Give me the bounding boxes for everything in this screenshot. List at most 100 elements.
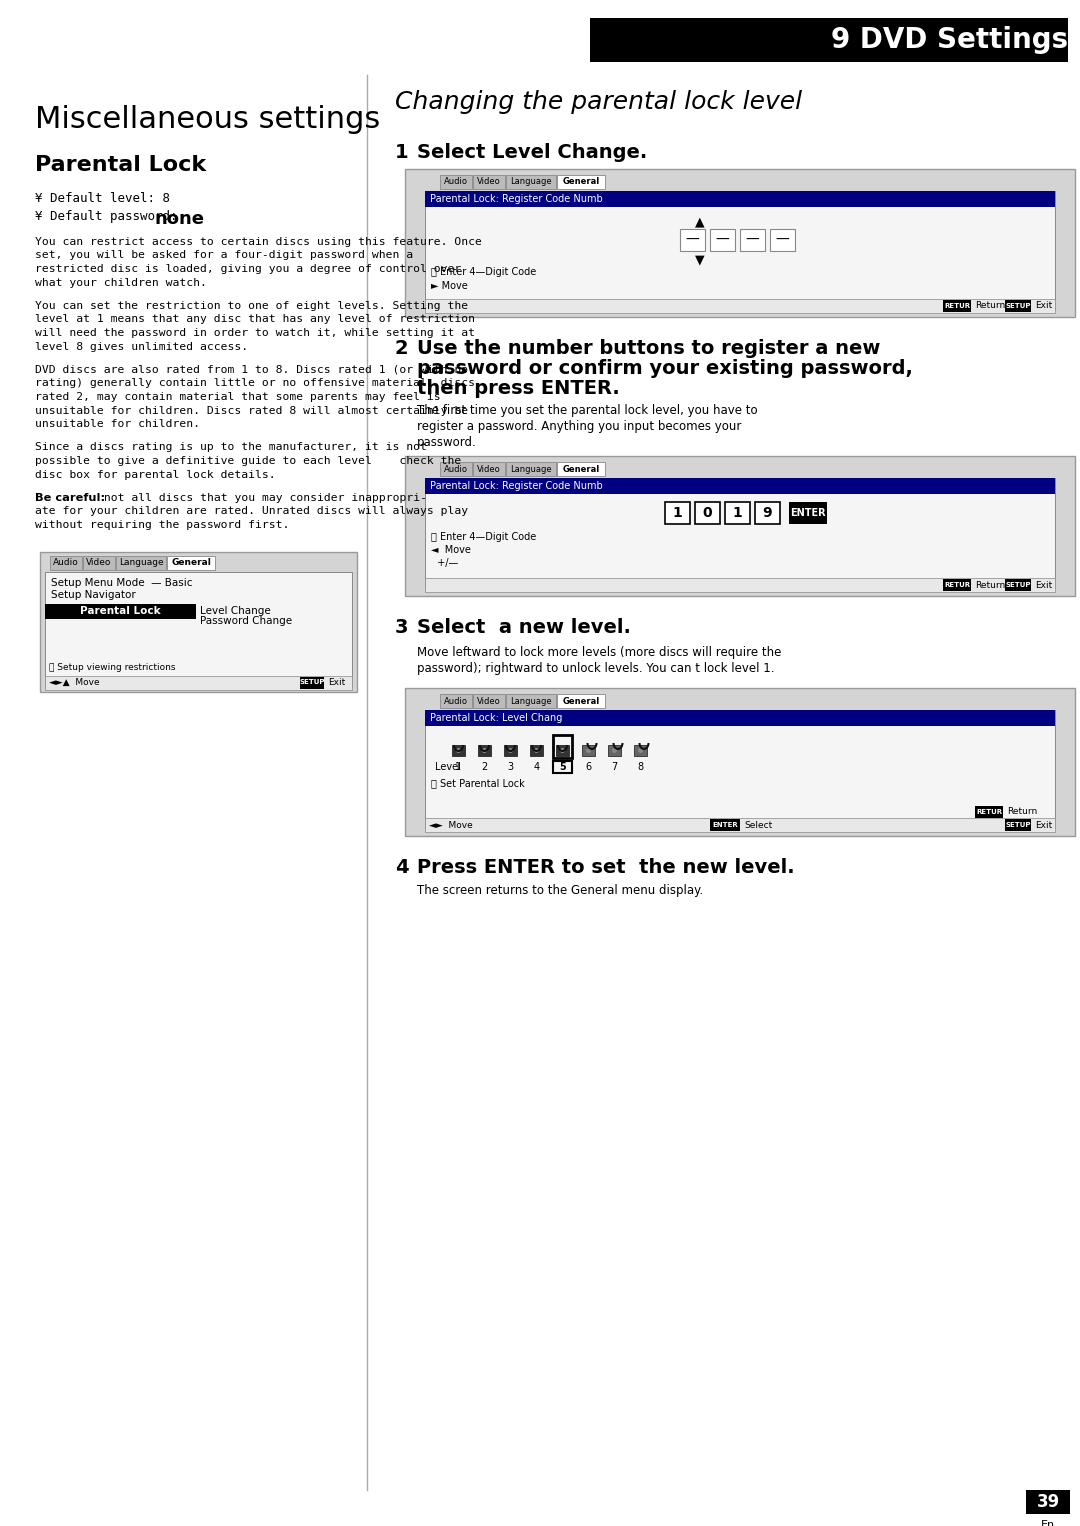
Text: Level: Level — [435, 761, 461, 772]
Text: what your children watch.: what your children watch. — [35, 278, 207, 287]
Text: set, you will be asked for a four-digit password when a: set, you will be asked for a four-digit … — [35, 250, 414, 261]
Text: General: General — [563, 696, 599, 705]
Text: Return: Return — [975, 302, 1005, 310]
Bar — [608, 745, 621, 755]
Bar — [426, 710, 1055, 726]
Bar — [1005, 819, 1031, 832]
Text: RETUR: RETUR — [976, 809, 1002, 815]
Text: Exit: Exit — [328, 678, 346, 687]
Text: En: En — [1041, 1520, 1055, 1526]
Text: ¥ Default level: 8: ¥ Default level: 8 — [35, 192, 170, 204]
Text: Video: Video — [477, 696, 501, 705]
Circle shape — [612, 748, 617, 752]
Text: Use the number buttons to register a new: Use the number buttons to register a new — [417, 339, 880, 359]
Bar — [1005, 301, 1031, 311]
Text: 7: 7 — [611, 761, 618, 772]
Text: General: General — [563, 177, 599, 186]
Text: 1: 1 — [395, 143, 408, 162]
Text: ENTER: ENTER — [712, 823, 738, 829]
Text: Language: Language — [510, 177, 552, 186]
Text: You can set the restriction to one of eight levels. Setting the: You can set the restriction to one of ei… — [35, 301, 468, 311]
Text: password or confirm your existing password,: password or confirm your existing passwo… — [417, 359, 913, 378]
Text: Setup Menu Mode  — Basic: Setup Menu Mode — Basic — [51, 577, 192, 588]
Text: SETUP: SETUP — [1005, 581, 1030, 588]
Text: Parental Lock: Level Chang: Parental Lock: Level Chang — [430, 713, 563, 723]
Bar — [426, 478, 1055, 494]
Bar — [1005, 578, 1031, 591]
Bar — [473, 694, 505, 708]
Text: unsuitable for children.: unsuitable for children. — [35, 420, 200, 429]
Text: Setup Navigator: Setup Navigator — [51, 591, 136, 601]
Text: The screen returns to the General menu display.: The screen returns to the General menu d… — [417, 884, 703, 897]
Bar — [553, 761, 572, 774]
Text: password); rightward to unlock levels. You can t lock level 1.: password); rightward to unlock levels. Y… — [417, 662, 774, 674]
Text: rated 2, may contain material that some parents may feel is: rated 2, may contain material that some … — [35, 392, 441, 401]
Text: Parental Lock: Parental Lock — [80, 606, 161, 617]
Text: 39: 39 — [1037, 1492, 1059, 1511]
Bar — [710, 819, 740, 832]
Bar — [426, 710, 1055, 829]
Bar — [725, 502, 750, 523]
Text: Level Change: Level Change — [200, 606, 271, 615]
Text: restricted disc is loaded, giving you a degree of control over: restricted disc is loaded, giving you a … — [35, 264, 461, 275]
Bar — [45, 676, 352, 690]
Text: Video: Video — [477, 177, 501, 186]
Text: SETUP: SETUP — [1005, 823, 1030, 829]
Text: —: — — [686, 233, 700, 247]
Text: 2: 2 — [482, 761, 488, 772]
Text: You can restrict access to certain discs using this feature. Once: You can restrict access to certain discs… — [35, 237, 482, 247]
Text: 4: 4 — [534, 761, 540, 772]
Text: ◄►▲  Move: ◄►▲ Move — [49, 678, 99, 687]
Text: Exit: Exit — [1035, 302, 1052, 310]
Bar — [975, 806, 1003, 818]
Bar — [440, 462, 472, 476]
Bar — [426, 818, 1055, 832]
Circle shape — [482, 748, 487, 752]
Text: 2: 2 — [395, 339, 408, 359]
Circle shape — [534, 748, 539, 752]
Bar — [582, 745, 595, 755]
Text: SETUP: SETUP — [1005, 304, 1030, 308]
Text: —: — — [716, 233, 729, 247]
Text: 8: 8 — [637, 761, 644, 772]
Bar — [440, 694, 472, 708]
Text: will need the password in order to watch it, while setting it at: will need the password in order to watch… — [35, 328, 475, 337]
Circle shape — [456, 748, 461, 752]
Text: Parental Lock: Register Code Numb: Parental Lock: Register Code Numb — [430, 481, 603, 491]
Bar — [426, 191, 1055, 208]
Text: Exit: Exit — [1035, 821, 1052, 830]
Bar — [553, 736, 572, 758]
Bar — [45, 572, 352, 687]
Bar — [789, 502, 827, 523]
Bar — [83, 555, 114, 569]
Bar — [504, 745, 517, 755]
Circle shape — [561, 748, 565, 752]
Bar — [453, 745, 465, 755]
Bar — [943, 301, 971, 311]
Text: 9: 9 — [762, 507, 772, 520]
Bar — [300, 676, 324, 688]
Bar — [473, 462, 505, 476]
Text: ¥ Default password:: ¥ Default password: — [35, 211, 185, 223]
Text: Audio: Audio — [444, 177, 468, 186]
Text: Language: Language — [510, 464, 552, 473]
Bar — [405, 688, 1075, 836]
Bar — [426, 478, 1055, 588]
Bar — [507, 462, 556, 476]
Text: —: — — [745, 233, 759, 247]
Bar — [426, 191, 1055, 308]
Bar — [943, 578, 971, 591]
Text: ⓘ Enter 4—Digit Code: ⓘ Enter 4—Digit Code — [431, 267, 537, 278]
Text: General: General — [171, 559, 211, 568]
Bar — [473, 175, 505, 189]
Text: ⓘ Setup viewing restrictions: ⓘ Setup viewing restrictions — [49, 662, 175, 671]
Text: 6: 6 — [585, 761, 592, 772]
Text: Changing the parental lock level: Changing the parental lock level — [395, 90, 802, 114]
Text: ◄►  Move: ◄► Move — [429, 821, 473, 830]
Bar — [167, 555, 215, 569]
Bar — [770, 229, 795, 250]
Text: Return: Return — [1007, 807, 1037, 816]
Bar — [557, 462, 605, 476]
Text: RETUR: RETUR — [944, 581, 970, 588]
Text: Move leftward to lock more levels (more discs will require the: Move leftward to lock more levels (more … — [417, 645, 781, 659]
